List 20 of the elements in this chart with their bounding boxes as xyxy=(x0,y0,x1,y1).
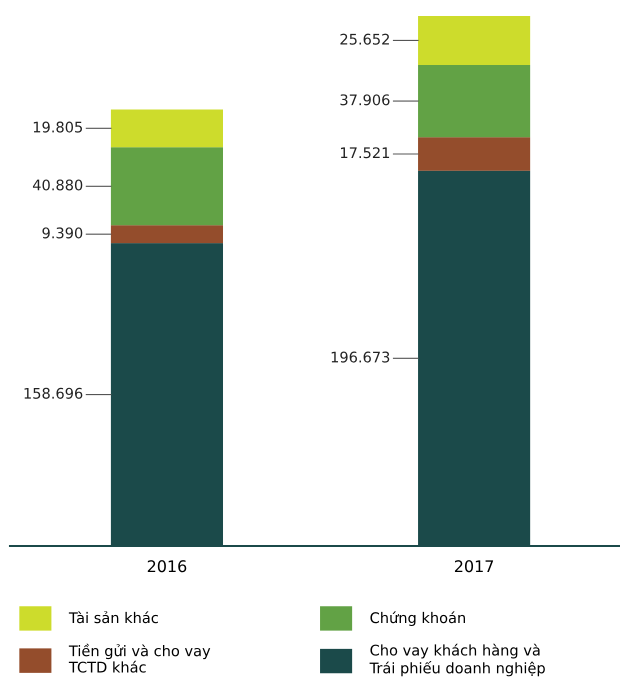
data-label: 196.673 xyxy=(332,352,390,363)
bar xyxy=(418,16,530,65)
data-label: 19.805 xyxy=(34,122,82,133)
data-label: 40.880 xyxy=(32,179,82,190)
bar xyxy=(418,137,530,171)
data-label: 37.906 xyxy=(340,94,390,106)
legend-label: Tài sản khác xyxy=(68,611,158,624)
data-label: 9.390 xyxy=(42,227,82,238)
legend-label: Chứng khoán xyxy=(370,611,465,626)
bar xyxy=(110,147,224,226)
data-label: 25.652 xyxy=(340,34,389,45)
bar xyxy=(110,109,224,148)
data-label: 158.696 xyxy=(24,388,82,399)
x-tick-label: 2017 xyxy=(454,560,494,572)
bar xyxy=(110,225,224,244)
x-tick-label: 2016 xyxy=(148,560,186,572)
legend-label: Cho vay khách hàng và Trái phiếu doanh nghiệp xyxy=(370,644,545,676)
bar xyxy=(418,64,530,138)
legend-label: Tiền gửi và cho vay TCTD khác xyxy=(68,644,210,673)
data-label: 17.521 xyxy=(340,147,390,158)
